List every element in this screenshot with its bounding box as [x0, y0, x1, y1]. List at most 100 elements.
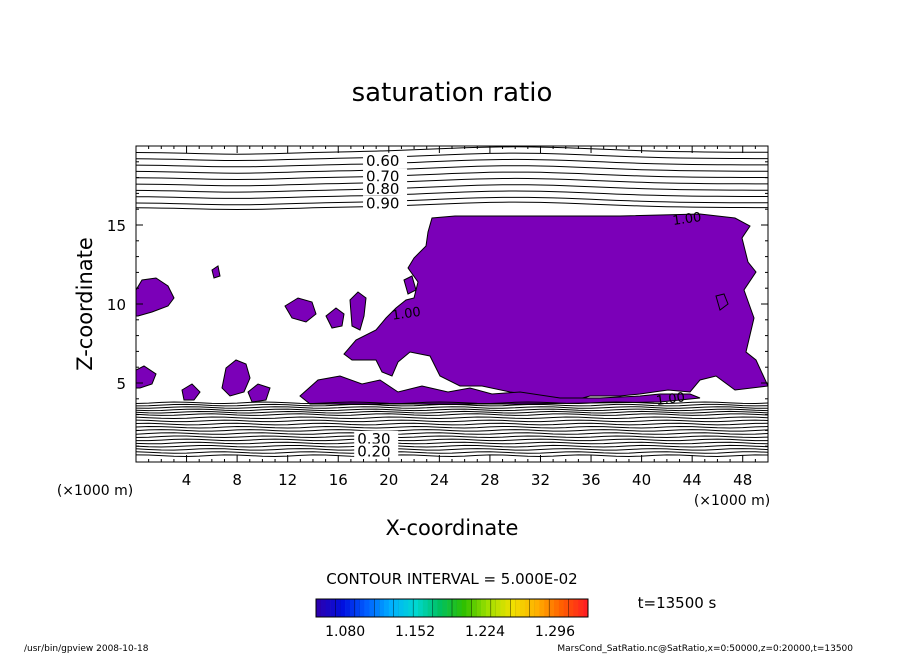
colorbar-cell — [345, 599, 351, 617]
colorbar-cell — [384, 599, 390, 617]
colorbar-cell — [369, 599, 375, 617]
upper-contour-line — [136, 177, 768, 187]
lower-contour-line — [136, 448, 768, 451]
supersaturated-blob-1 — [221, 359, 251, 397]
colorbar-cell — [520, 599, 526, 617]
inline-contour-label: 1.00 — [655, 390, 686, 409]
lower-contour-label: 0.30 — [357, 430, 390, 448]
x-tick-label: 12 — [278, 471, 297, 489]
colorbar-cell — [534, 599, 540, 617]
lower-contour-line — [136, 401, 768, 405]
x-tick-label: 24 — [430, 471, 449, 489]
supersaturated-blob-8 — [211, 265, 221, 279]
upper-contour-label: 0.90 — [366, 194, 399, 212]
lower-contour-line — [136, 408, 768, 412]
lower-contour-line — [136, 425, 768, 429]
colorbar-tick-label: 1.080 — [325, 624, 365, 640]
colorbar-cell — [315, 598, 322, 618]
colorbar-cell — [563, 599, 569, 617]
upper-contour-label-bg — [363, 195, 408, 210]
colorbar-cell — [408, 599, 414, 617]
colorbar: 1.080 1.152 1.224 1.296 — [315, 598, 589, 640]
colorbar-cell — [354, 598, 361, 618]
y-tick-label: 15 — [107, 217, 126, 235]
upper-contour-line — [136, 196, 768, 206]
y-axis-unit: (×1000 m) — [57, 483, 133, 499]
colorbar-cell — [558, 599, 565, 617]
colorbar-cell — [350, 599, 356, 617]
colorbar-frame — [315, 598, 589, 618]
colorbar-cell — [374, 598, 380, 618]
y-axis-title: Z-coordinate — [73, 237, 97, 371]
colorbar-cell — [486, 599, 492, 617]
colorbar-cell — [548, 598, 555, 618]
colorbar-cell — [456, 599, 463, 617]
supersaturated-blob-2 — [284, 297, 317, 323]
lower-contour-line — [136, 422, 768, 426]
lower-contour-line — [136, 435, 768, 439]
colorbar-cell — [340, 599, 346, 617]
colorbar-cell — [471, 598, 477, 618]
upper-contour-label-bg — [363, 152, 408, 167]
supersaturated-blob-3 — [325, 307, 345, 329]
colorbar-cell — [442, 599, 448, 617]
x-axis-ticks: 4 8 12 16 20 24 28 32 36 40 44 48 — [148, 146, 756, 489]
upper-contour-line — [136, 152, 768, 161]
colorbar-cell — [422, 599, 429, 617]
colorbar-cell — [539, 599, 545, 617]
x-tick-label: 36 — [581, 471, 600, 489]
colorbar-cell — [554, 599, 560, 617]
lower-contour-line — [136, 441, 768, 445]
upper-contour-label-bg — [363, 168, 408, 183]
colorbar-cell — [359, 599, 365, 617]
x-tick-label: 28 — [480, 471, 499, 489]
colorbar-cell — [418, 599, 424, 617]
lower-contour-line — [136, 438, 768, 442]
lower-contour-line — [136, 451, 768, 454]
colorbar-ticks: 1.080 1.152 1.224 1.296 — [325, 624, 575, 640]
x-axis-title: X-coordinate — [386, 516, 519, 540]
colorbar-cell — [529, 598, 536, 618]
supersaturated-region — [136, 213, 768, 405]
colorbar-cell — [578, 599, 584, 617]
colorbar-tick-label: 1.224 — [465, 624, 505, 640]
x-tick-label: 32 — [531, 471, 550, 489]
colorbar-cell — [568, 598, 574, 618]
supersaturated-blob-9 — [403, 275, 417, 295]
inline-contour-label: 1.00 — [672, 210, 703, 229]
lower-contour-line — [136, 403, 768, 407]
upper-contour-line — [136, 158, 768, 168]
colorbar-cell — [320, 599, 327, 617]
lower-contour-line — [136, 410, 768, 414]
lower-contour-line — [136, 413, 768, 416]
inline-contour-label: 1.00 — [391, 305, 422, 324]
supersaturated-left-low-patch — [136, 365, 157, 389]
colorbar-cell — [500, 599, 506, 617]
colorbar-cell — [461, 599, 467, 617]
supersaturated-blob-6 — [181, 383, 201, 401]
colorbar-cell — [476, 599, 482, 617]
lower-contour-line — [136, 454, 768, 458]
colorbar-cell — [466, 599, 472, 617]
colorbar-cell — [451, 598, 458, 618]
colorbar-cell — [481, 599, 487, 617]
colorbar-cell — [330, 599, 336, 617]
colorbar-cell — [403, 599, 409, 617]
lower-contour-line — [136, 444, 768, 448]
colorbar-cell — [427, 599, 433, 617]
x-tick-label: 16 — [329, 471, 348, 489]
upper-contour-line — [136, 184, 768, 193]
colorbar-cell — [398, 599, 404, 617]
upper-contour-label: 0.70 — [366, 168, 399, 186]
colorbar-cell — [583, 599, 589, 617]
lower-contour-line — [136, 416, 768, 420]
footer-left: /usr/bin/gpview 2008-10-18 — [24, 644, 149, 654]
lower-contour-line — [136, 419, 768, 423]
colorbar-cell — [510, 598, 516, 618]
x-tick-label: 8 — [232, 471, 242, 489]
upper-contour-label: 0.80 — [366, 180, 399, 198]
colorbar-cell — [379, 599, 385, 617]
contour-interval-label: CONTOUR INTERVAL = 5.000E-02 — [326, 570, 577, 588]
